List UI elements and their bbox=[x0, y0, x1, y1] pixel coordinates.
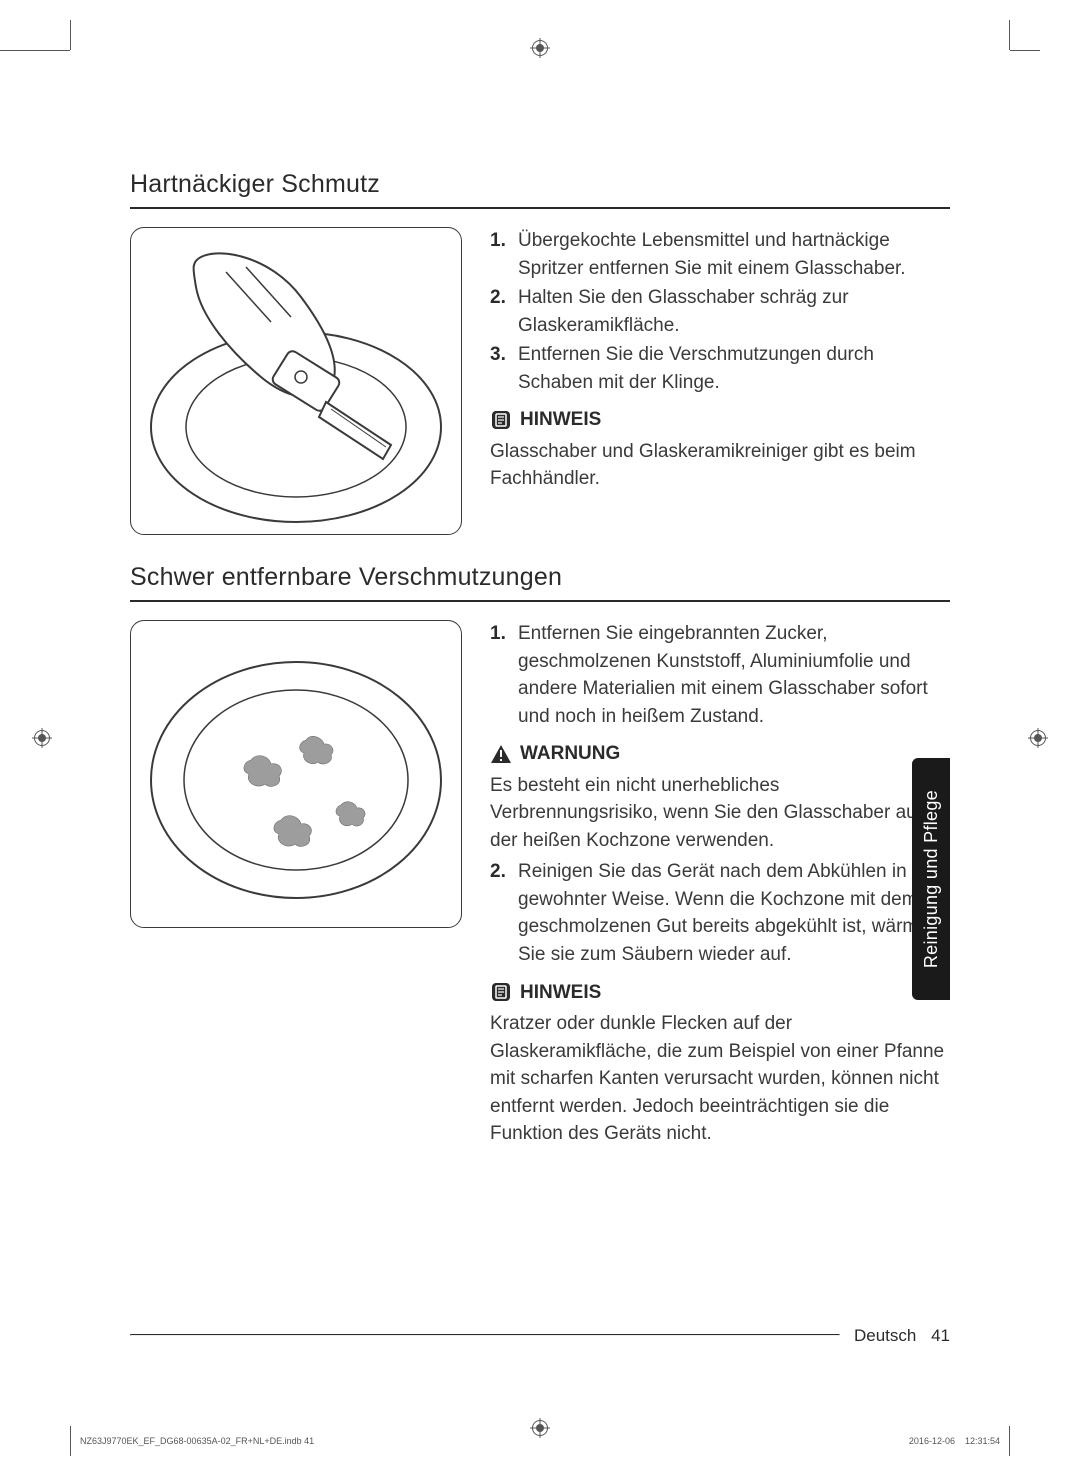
section-rule bbox=[130, 207, 950, 209]
note-label: HINWEIS bbox=[520, 406, 601, 434]
section-stubborn-dirt: Hartnäckiger Schmutz bbox=[130, 170, 950, 535]
warning-heading: WARNUNG bbox=[490, 740, 950, 768]
warning-icon bbox=[490, 744, 512, 764]
section-hard-dirt: Schwer entfernbare Verschmutzungen E bbox=[130, 563, 950, 1148]
registration-mark-icon bbox=[532, 1420, 548, 1436]
note-body: Glasschaber und Glaskeramikreiniger gibt… bbox=[490, 438, 950, 493]
ordered-steps: Übergekochte Lebensmittel und hartnäckig… bbox=[490, 227, 950, 396]
text-column: Entfernen Sie eingebrannten Zucker, gesc… bbox=[490, 620, 950, 1148]
note-heading: HINWEIS bbox=[490, 406, 950, 434]
print-timestamp: 2016-12-06 12:31:54 bbox=[909, 1436, 1000, 1446]
crop-mark bbox=[1010, 50, 1040, 51]
crop-mark bbox=[0, 50, 70, 51]
crop-mark bbox=[70, 20, 71, 50]
ordered-steps: Reinigen Sie das Gerät nach dem Abkühlen… bbox=[490, 858, 950, 968]
page-footer: Deutsch 41 bbox=[854, 1326, 950, 1346]
registration-mark-icon bbox=[1030, 730, 1046, 746]
note-icon bbox=[490, 409, 512, 431]
illustration-scraper bbox=[130, 227, 462, 535]
step-item: Reinigen Sie das Gerät nach dem Abkühlen… bbox=[490, 858, 950, 968]
step-item: Übergekochte Lebensmittel und hartnäckig… bbox=[490, 227, 950, 282]
chapter-tab-label: Reinigung und Pflege bbox=[921, 790, 942, 968]
note-icon bbox=[490, 981, 512, 1003]
crop-mark bbox=[1009, 20, 1010, 50]
note-heading: HINWEIS bbox=[490, 979, 950, 1007]
ordered-steps: Entfernen Sie eingebrannten Zucker, gesc… bbox=[490, 620, 950, 730]
step-item: Halten Sie den Glasschaber schräg zur Gl… bbox=[490, 284, 950, 339]
warning-label: WARNUNG bbox=[520, 740, 620, 768]
crop-mark bbox=[1009, 1426, 1010, 1456]
section-title: Schwer entfernbare Verschmutzungen bbox=[130, 563, 950, 592]
note-body: Kratzer oder dunkle Flecken auf der Glas… bbox=[490, 1010, 950, 1148]
note-label: HINWEIS bbox=[520, 979, 601, 1007]
print-filename: NZ63J9770EK_EF_DG68-00635A-02_FR+NL+DE.i… bbox=[80, 1436, 314, 1446]
page-number: 41 bbox=[931, 1326, 950, 1345]
step-item: Entfernen Sie die Verschmutzungen durch … bbox=[490, 341, 950, 396]
section-rule bbox=[130, 600, 950, 602]
registration-mark-icon bbox=[34, 730, 50, 746]
step-item: Entfernen Sie eingebrannten Zucker, gesc… bbox=[490, 620, 950, 730]
footer-rule bbox=[130, 1334, 840, 1336]
illustration-residue bbox=[130, 620, 462, 928]
footer-language: Deutsch bbox=[854, 1326, 916, 1345]
chapter-tab: Reinigung und Pflege bbox=[912, 758, 950, 1000]
warning-body: Es besteht ein nicht unerhebliches Verbr… bbox=[490, 772, 950, 855]
crop-mark bbox=[70, 1426, 71, 1456]
page-content: Hartnäckiger Schmutz bbox=[130, 170, 950, 1376]
registration-mark-icon bbox=[532, 40, 548, 56]
text-column: Übergekochte Lebensmittel und hartnäckig… bbox=[490, 227, 950, 535]
section-title: Hartnäckiger Schmutz bbox=[130, 170, 950, 199]
